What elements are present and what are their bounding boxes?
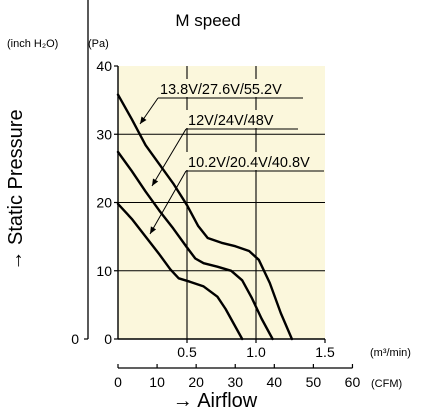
series-label: 13.8V/27.6V/55.2V [160, 82, 282, 98]
x-axis-title: → Airflow [173, 390, 258, 410]
y-pa-tick-label: 20 [96, 195, 112, 211]
series-line [116, 93, 294, 341]
y-pa-tick-label: 30 [96, 126, 112, 142]
x-cfm-tick-label: 0 [114, 374, 122, 390]
series-line [116, 150, 274, 341]
callout-arrowhead [150, 226, 157, 234]
y-pa-tick-label: 40 [96, 58, 112, 74]
x-cfm-tick-label: 40 [267, 374, 283, 390]
y-pa-tick-label: 0 [104, 331, 112, 347]
x-m3-tick-label: 0.5 [177, 344, 197, 360]
x-cfm-tick-label: 60 [345, 374, 361, 390]
x-cfm-tick-label: 30 [227, 374, 243, 390]
x-cfm-tick-label: 20 [188, 374, 204, 390]
callout-bg [157, 79, 304, 97]
chart-title: M speed [175, 11, 240, 30]
callout-arrowhead [140, 116, 147, 124]
callout-bg [185, 152, 325, 170]
callout-bg [185, 110, 299, 128]
series-lines [116, 93, 294, 341]
y-pa-tick-label: 10 [96, 263, 112, 279]
y-inch-tick-label: 0 [71, 331, 79, 347]
x-unit-m3: (m³/min) [370, 347, 411, 359]
callout-leader [151, 128, 187, 187]
x-unit-cfm: (CFM) [371, 378, 402, 390]
x-m3-tick-label: 1.0 [246, 344, 266, 360]
series-label: 10.2V/20.4V/40.8V [188, 155, 310, 171]
x-m3-tick-label: 1.5 [315, 344, 335, 360]
series-line [116, 202, 244, 341]
y-unit-pa: (Pa) [88, 38, 109, 50]
y-unit-inch: (inch H₂O) [7, 38, 58, 50]
legend-callouts: 13.8V/27.6V/55.2V 12V/24V/48V 10.2V/20.4V/… [139, 79, 325, 235]
callout-arrowhead [152, 178, 159, 186]
series-label: 12V/24V/48V [188, 113, 274, 129]
y-axis-title: → Static Pressure [5, 109, 27, 270]
axes: 01020304000.250.500.751.001.251.500.51.0… [71, 0, 361, 390]
x-cfm-tick-label: 10 [149, 374, 165, 390]
callout-leader [149, 170, 187, 235]
x-cfm-tick-label: 50 [306, 374, 322, 390]
